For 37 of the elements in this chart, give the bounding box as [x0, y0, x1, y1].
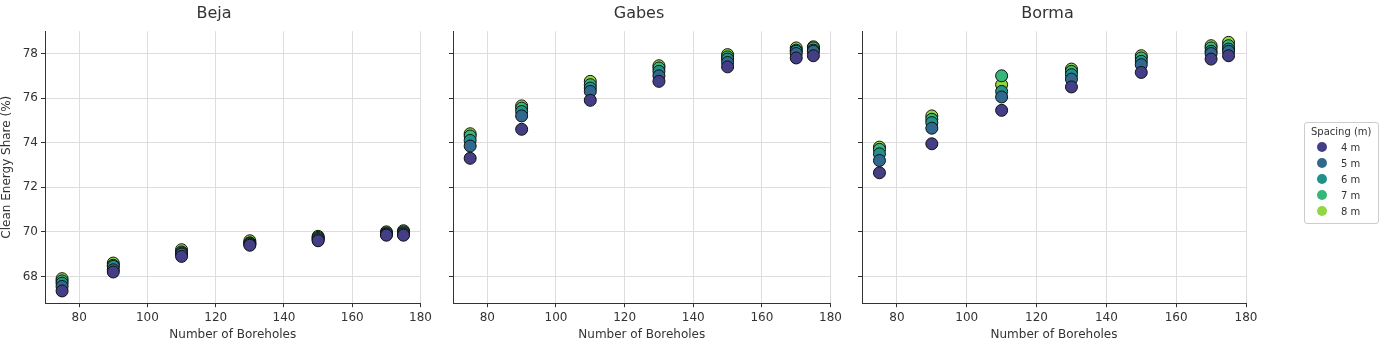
legend-title: Spacing (m): [1311, 126, 1372, 137]
x-tick-label: 120: [613, 309, 637, 324]
x-tick-label: 140: [272, 309, 296, 324]
x-tick-label: 80: [479, 309, 495, 324]
legend-label: 6 m: [1341, 173, 1361, 185]
x-tick-label: 180: [409, 309, 432, 324]
y-tick-label: 72: [22, 179, 38, 194]
y-tick-label: 68: [22, 268, 38, 283]
y-tick-label: 74: [22, 134, 38, 149]
chart-title: Borma: [1021, 2, 1074, 22]
x-tick-label: 140: [1094, 309, 1118, 324]
x-tick-label: 140: [681, 309, 705, 324]
x-tick-label: 100: [955, 309, 979, 324]
x-tick-label: 80: [889, 309, 905, 324]
y-tick-label: 70: [22, 223, 38, 238]
chart-title: Gabes: [613, 2, 665, 22]
x-tick-label: 180: [1234, 309, 1258, 324]
x-tick-label: 180: [819, 309, 842, 324]
x-axis-title: Number of Boreholes: [578, 326, 706, 341]
y-axis-title: Clean Energy Share (%): [0, 95, 14, 239]
x-axis-title: Number of Boreholes: [990, 326, 1118, 341]
legend-label: 7 m: [1341, 189, 1361, 201]
x-tick-label: 100: [544, 309, 568, 324]
x-tick-label: 120: [204, 309, 228, 324]
x-tick-label: 160: [750, 309, 774, 324]
x-tick-label: 120: [1025, 309, 1048, 324]
legend-label: 5 m: [1341, 157, 1361, 169]
legend-label: 4 m: [1341, 141, 1361, 153]
x-tick-label: 160: [340, 309, 364, 324]
y-tick-label: 78: [22, 45, 38, 60]
legend-label: 8 m: [1341, 205, 1361, 217]
y-tick-label: 76: [22, 90, 38, 105]
x-tick-label: 160: [1164, 309, 1188, 324]
x-tick-label: 100: [135, 309, 159, 324]
x-tick-label: 80: [71, 309, 87, 324]
chart-title: Beja: [196, 2, 232, 22]
x-axis-title: Number of Boreholes: [169, 326, 297, 341]
